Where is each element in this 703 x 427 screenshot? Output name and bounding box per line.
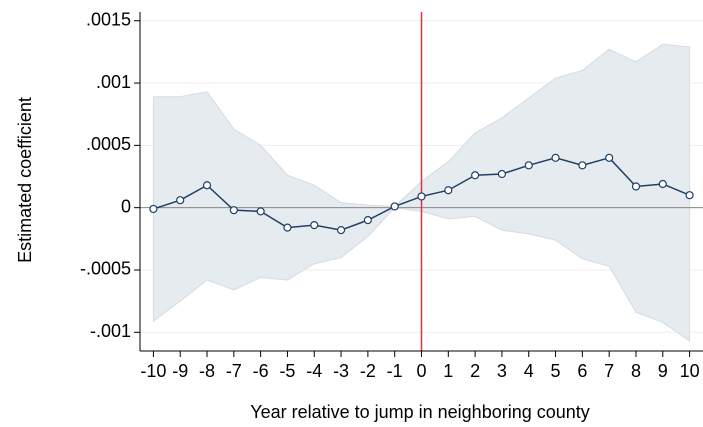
x-tick-label: -2 bbox=[360, 361, 376, 381]
x-tick-label: 9 bbox=[658, 361, 668, 381]
x-tick-label: 0 bbox=[416, 361, 426, 381]
y-axis-title: Estimated coefficient bbox=[15, 97, 35, 263]
point bbox=[658, 179, 667, 189]
y-tick-label: .0005 bbox=[86, 134, 131, 154]
y-tick-label: -.001 bbox=[90, 321, 131, 341]
y-tick-label: .001 bbox=[96, 72, 131, 92]
x-tick-label: 8 bbox=[631, 361, 641, 381]
point bbox=[176, 196, 185, 205]
point bbox=[605, 153, 614, 162]
y-tick-label: .0015 bbox=[86, 9, 131, 29]
x-tick-label: -5 bbox=[279, 361, 295, 381]
point bbox=[283, 223, 292, 232]
point bbox=[631, 182, 641, 191]
point bbox=[471, 171, 480, 180]
x-tick-label: -10 bbox=[140, 361, 166, 381]
x-tick-label: -6 bbox=[253, 361, 269, 381]
x-tick-label: -9 bbox=[172, 361, 188, 381]
y-tick-label: -.0005 bbox=[80, 259, 131, 279]
x-tick-label: -1 bbox=[387, 361, 403, 381]
x-tick-label: 7 bbox=[604, 361, 614, 381]
point bbox=[149, 204, 158, 214]
point bbox=[202, 181, 212, 190]
x-tick-label: 4 bbox=[524, 361, 534, 381]
x-tick-label: -3 bbox=[333, 361, 349, 381]
x-tick-label: 3 bbox=[497, 361, 507, 381]
x-tick-label: 1 bbox=[443, 361, 453, 381]
x-axis-title: Year relative to jump in neighboring cou… bbox=[250, 402, 590, 422]
point bbox=[390, 202, 399, 211]
point bbox=[444, 186, 453, 195]
x-tick-label: 6 bbox=[577, 361, 587, 381]
point bbox=[336, 226, 346, 235]
x-tick-label: 10 bbox=[680, 361, 700, 381]
x-tick-label: -4 bbox=[306, 361, 322, 381]
point bbox=[310, 221, 319, 230]
point bbox=[685, 191, 694, 200]
point bbox=[256, 207, 265, 216]
point bbox=[551, 153, 560, 162]
point bbox=[524, 161, 533, 170]
x-tick-label: -7 bbox=[226, 361, 242, 381]
x-tick-label: 5 bbox=[551, 361, 561, 381]
point bbox=[578, 161, 587, 170]
point bbox=[417, 192, 426, 201]
y-tick-label: 0 bbox=[121, 196, 131, 216]
point bbox=[363, 216, 372, 225]
x-tick-label: -8 bbox=[199, 361, 215, 381]
x-tick-label: 2 bbox=[470, 361, 480, 381]
point bbox=[497, 169, 507, 179]
point bbox=[229, 206, 238, 215]
